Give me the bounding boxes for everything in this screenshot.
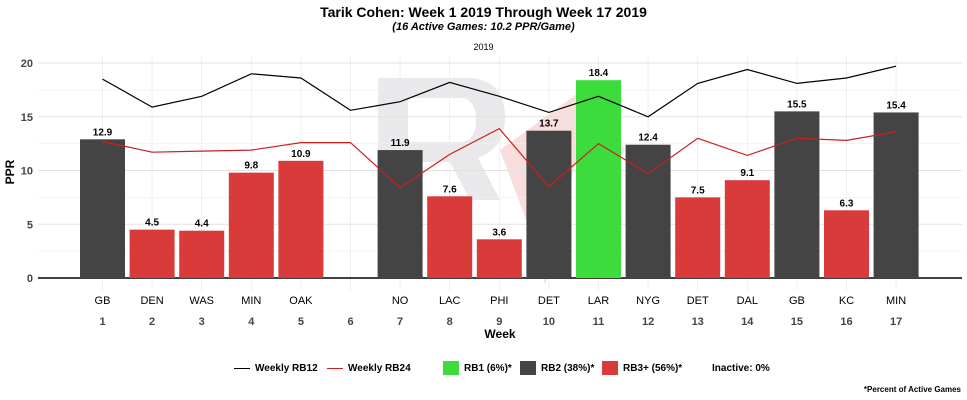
legend-label: RB1 (6%)* xyxy=(464,362,512,374)
opponent-label: DET xyxy=(538,295,560,307)
value-label: 15.4 xyxy=(886,100,906,111)
bar-week-14 xyxy=(724,180,770,278)
y-tick-label: 20 xyxy=(21,58,33,70)
value-label: 12.9 xyxy=(93,127,113,138)
opponent-label: NO xyxy=(392,295,409,307)
value-label: 9.1 xyxy=(740,168,754,179)
x-axis-title: Week xyxy=(484,327,515,341)
value-label: 7.5 xyxy=(691,185,705,196)
x-tick-label: 4 xyxy=(248,316,255,328)
bar-week-7 xyxy=(377,150,423,278)
x-tick-label: 7 xyxy=(397,316,403,328)
bar-week-4 xyxy=(228,172,274,278)
line-weekly-rb12 xyxy=(102,65,897,118)
opponent-label: PHI xyxy=(490,295,508,307)
x-tick-label: 10 xyxy=(543,316,555,328)
x-tick-label: 13 xyxy=(692,316,704,328)
y-tick-label: 15 xyxy=(21,112,33,124)
y-tick-label: 5 xyxy=(27,219,33,231)
value-label: 15.5 xyxy=(787,99,807,110)
x-tick-label: 16 xyxy=(840,316,852,328)
value-label: 4.4 xyxy=(195,219,209,230)
value-label: 7.6 xyxy=(443,184,457,195)
bar-week-10 xyxy=(526,130,572,278)
x-tick-label: 1 xyxy=(99,316,105,328)
bar-week-12 xyxy=(625,144,671,278)
x-tick-label: 14 xyxy=(741,316,754,328)
opponent-label: LAC xyxy=(439,295,460,307)
bar-week-5 xyxy=(278,160,324,278)
legend-label: Inactive: 0% xyxy=(712,362,770,374)
legend-item-inactive: Inactive: 0% xyxy=(712,361,770,375)
bar-week-8 xyxy=(427,196,473,278)
legend-item-rb2: RB2 (38%)* xyxy=(520,361,594,375)
opponent-label: KC xyxy=(839,295,854,307)
x-tick-label: 2 xyxy=(149,316,155,328)
x-tick-label: 15 xyxy=(791,316,803,328)
legend-label: Weekly RB12 xyxy=(255,362,318,374)
value-label: 6.3 xyxy=(840,198,854,209)
bar-week-15 xyxy=(774,111,820,278)
y-axis-title: PPR xyxy=(3,159,17,184)
box-swatch xyxy=(443,361,459,375)
opponent-label: DAL xyxy=(737,295,758,307)
bar-week-2 xyxy=(129,229,175,278)
bar-week-17 xyxy=(873,112,919,278)
legend-item-rb24: Weekly RB24 xyxy=(327,361,411,375)
value-label: 4.5 xyxy=(145,218,159,229)
y-tick-label: 0 xyxy=(27,273,33,285)
opponent-label: MIN xyxy=(241,295,261,307)
box-swatch xyxy=(602,361,618,375)
x-tick-label: 3 xyxy=(199,316,205,328)
chart-title: Tarik Cohen: Week 1 2019 Through Week 17… xyxy=(320,4,647,20)
value-label: 11.9 xyxy=(391,138,410,149)
value-label: 9.8 xyxy=(244,161,258,172)
x-tick-label: 5 xyxy=(298,316,304,328)
legend-item-rb3: RB3+ (56%)* xyxy=(602,361,682,375)
bar-week-1 xyxy=(80,139,125,278)
value-label: 13.7 xyxy=(539,119,559,130)
line-weekly-rb24 xyxy=(102,127,897,189)
x-tick-label: 17 xyxy=(890,316,902,328)
value-label: 10.9 xyxy=(291,149,311,160)
opponent-label: MIN xyxy=(886,295,906,307)
bar-week-11 xyxy=(576,80,621,278)
line-swatch xyxy=(234,367,250,369)
opponent-label: DET xyxy=(687,295,709,307)
legend-item-rb1: RB1 (6%)* xyxy=(443,361,512,375)
box-swatch xyxy=(520,361,536,375)
line-swatch xyxy=(327,367,343,369)
x-tick-label: 9 xyxy=(496,316,502,328)
opponent-label: DEN xyxy=(140,295,163,307)
legend-label: Weekly RB24 xyxy=(348,362,411,374)
legend-label: RB3+ (56%)* xyxy=(623,362,683,374)
x-tick-label: 8 xyxy=(447,316,453,328)
bars xyxy=(80,80,919,278)
opponent-label: LAR xyxy=(588,295,609,307)
opponent-label: OAK xyxy=(289,295,313,307)
y-tick-label: 10 xyxy=(21,166,33,178)
x-tick-label: 6 xyxy=(347,316,353,328)
opponent-label: GB xyxy=(789,295,805,307)
legend-label: RB2 (38%)* xyxy=(541,362,595,374)
chart-subtitle: (16 Active Games: 10.2 PPR/Game) xyxy=(392,21,575,33)
bar-week-13 xyxy=(675,197,721,278)
bar-week-3 xyxy=(179,230,225,278)
value-label: 3.6 xyxy=(492,227,506,238)
series-lines xyxy=(102,65,897,189)
opponent-label: WAS xyxy=(189,295,214,307)
opponent-label: GB xyxy=(95,295,111,307)
footnote: *Percent of Active Games xyxy=(863,385,961,394)
value-label: 18.4 xyxy=(589,68,609,79)
value-label: 12.4 xyxy=(638,133,658,144)
bar-week-16 xyxy=(824,210,869,278)
x-tick-label: 12 xyxy=(642,316,654,328)
x-tick-label: 11 xyxy=(593,316,605,328)
opponent-label: NYG xyxy=(636,295,660,307)
season-label: 2019 xyxy=(473,42,494,52)
legend-item-rb12: Weekly RB12 xyxy=(234,361,318,375)
bar-week-9 xyxy=(476,239,522,278)
